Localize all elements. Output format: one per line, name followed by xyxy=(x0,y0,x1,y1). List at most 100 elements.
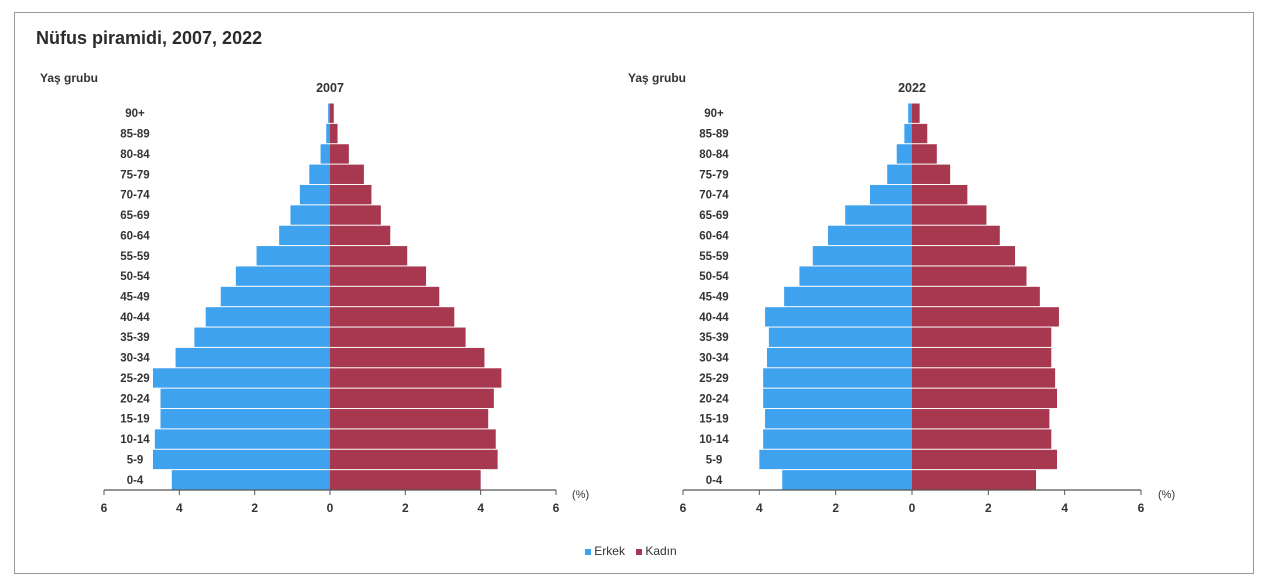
chart-2022-bar-erkek xyxy=(784,286,912,307)
chart-2007-title: 2007 xyxy=(316,81,344,95)
chart-2007-bar-kadin xyxy=(330,144,349,164)
chart-2022-x-tick-label: 6 xyxy=(680,501,687,515)
chart-2007-bar-erkek xyxy=(256,246,330,266)
chart-2022-bar-kadin xyxy=(912,429,1052,449)
chart-2007-bar-erkek xyxy=(160,388,330,409)
chart-2007-age-label: 25-29 xyxy=(120,373,149,385)
chart-2022-bar-erkek xyxy=(768,327,912,347)
chart-2007-bar-erkek xyxy=(309,164,330,184)
chart-2007-bar-erkek xyxy=(328,103,330,123)
chart-2007-bar-erkek xyxy=(171,470,330,490)
chart-2022-x-tick-label: 0 xyxy=(909,501,916,515)
legend-item-erkek: Erkek xyxy=(585,544,625,558)
chart-2022-age-label: 75-79 xyxy=(699,169,728,181)
chart-2022-bar-erkek xyxy=(904,123,912,144)
chart-2022-bar-kadin xyxy=(912,327,1052,347)
chart-2007-bar-erkek xyxy=(220,286,330,307)
chart-2007-ylabel: Yaş grubu xyxy=(40,71,98,85)
chart-2022-age-label: 40-44 xyxy=(699,312,729,324)
chart-2022-age-label: 65-69 xyxy=(699,210,728,222)
chart-2007-bar-kadin xyxy=(330,184,372,205)
chart-2007-age-label: 15-19 xyxy=(120,414,149,426)
chart-2007-bar-erkek xyxy=(152,449,330,470)
chart-2007-bar-erkek xyxy=(154,429,330,449)
chart-2007-bar-erkek xyxy=(160,409,330,429)
chart-2007-bar-kadin xyxy=(330,246,408,266)
chart-2007-age-label: 10-14 xyxy=(120,434,150,446)
chart-2007-bar-erkek xyxy=(279,225,330,246)
chart-2022-bar-kadin xyxy=(912,388,1058,409)
chart-2007-bar-erkek xyxy=(235,266,330,286)
chart-2007-bar-erkek xyxy=(175,347,330,368)
chart-2007-bar-kadin xyxy=(330,449,498,470)
chart-2022-bar-erkek xyxy=(763,368,912,388)
chart-2022-age-label: 0-4 xyxy=(706,475,723,487)
chart-2007-x-tick-label: 2 xyxy=(251,501,258,515)
chart-2022-age-label: 20-24 xyxy=(699,393,729,405)
chart-2007-bar-kadin xyxy=(330,123,338,144)
chart-2022-x-tick-label: 4 xyxy=(756,501,763,515)
chart-2022-age-label: 60-64 xyxy=(699,230,729,242)
chart-2022-x-tick-label: 2 xyxy=(985,501,992,515)
chart-2007-age-label: 55-59 xyxy=(120,251,149,263)
chart-2007-age-label: 80-84 xyxy=(120,149,150,161)
chart-2022-age-label: 15-19 xyxy=(699,414,728,426)
legend-swatch-erkek xyxy=(585,548,592,555)
chart-2022-age-label: 10-14 xyxy=(699,434,729,446)
chart-2022-bar-erkek xyxy=(759,449,912,470)
chart-2022-bar-kadin xyxy=(912,123,928,144)
chart-2007-bar-kadin xyxy=(330,368,502,388)
chart-2007-age-label: 45-49 xyxy=(120,292,149,304)
chart-2022-bar-kadin xyxy=(912,184,968,205)
chart-2007-age-label: 75-79 xyxy=(120,169,149,181)
legend-label-erkek: Erkek xyxy=(594,544,625,558)
chart-2007-x-tick-label: 0 xyxy=(327,501,334,515)
chart-2007-bar-kadin xyxy=(330,409,489,429)
chart-2007-age-label: 40-44 xyxy=(120,312,150,324)
chart-2007-age-label: 70-74 xyxy=(120,190,150,202)
chart-2007-age-label: 65-69 xyxy=(120,210,149,222)
chart-2022-ylabel: Yaş grubu xyxy=(628,71,686,85)
chart-2007-age-label: 50-54 xyxy=(120,271,150,283)
chart-2007-age-label: 35-39 xyxy=(120,332,149,344)
chart-2007-bar-erkek xyxy=(326,123,330,144)
chart-2007-bar-kadin xyxy=(330,266,427,286)
chart-2022-bar-kadin xyxy=(912,368,1056,388)
chart-2022-x-tick-label: 6 xyxy=(1138,501,1145,515)
chart-2022-bar-erkek xyxy=(870,184,912,205)
chart-2022-bar-kadin xyxy=(912,449,1058,470)
chart-2022-bar-kadin xyxy=(912,409,1050,429)
legend-item-kadin: Kadın xyxy=(636,544,677,558)
chart-2022-bar-erkek xyxy=(845,205,912,225)
chart-2022-bar-kadin xyxy=(912,144,937,164)
chart-2007-bar-kadin xyxy=(330,347,485,368)
chart-2022-bar-kadin xyxy=(912,246,1016,266)
chart-2007-x-tick-label: 4 xyxy=(477,501,484,515)
chart-2022-bar-erkek xyxy=(782,470,912,490)
chart-2022-x-tick-label: 2 xyxy=(832,501,839,515)
chart-2007-age-label: 90+ xyxy=(125,108,145,120)
chart-2022-bar-kadin xyxy=(912,205,987,225)
chart-2022-age-label: 70-74 xyxy=(699,190,729,202)
chart-2007-bar-kadin xyxy=(330,205,381,225)
chart-2007-age-label: 30-34 xyxy=(120,353,150,365)
chart-2007-bar-kadin xyxy=(330,307,455,327)
chart-2022-bar-kadin xyxy=(912,286,1040,307)
chart-2022-age-label: 5-9 xyxy=(706,454,723,466)
chart-2022-age-label: 30-34 xyxy=(699,353,729,365)
legend-swatch-kadin xyxy=(636,548,643,555)
chart-2022-bar-kadin xyxy=(912,103,920,123)
chart-2007-bar-erkek xyxy=(320,144,330,164)
chart-2022-bar-erkek xyxy=(765,409,912,429)
chart-2007-age-label: 60-64 xyxy=(120,230,150,242)
chart-2007-bar-kadin xyxy=(330,286,440,307)
chart-2022-bar-erkek xyxy=(763,429,912,449)
chart-2007-age-label: 0-4 xyxy=(127,475,144,487)
chart-2007-x-tick-label: 4 xyxy=(176,501,183,515)
chart-2022-x-tick-label: 4 xyxy=(1061,501,1068,515)
chart-2022-bar-erkek xyxy=(908,103,912,123)
chart-2022-age-label: 90+ xyxy=(704,108,724,120)
legend: Erkek Kadın xyxy=(0,544,1262,558)
chart-2007-x-unit: (%) xyxy=(572,489,589,501)
